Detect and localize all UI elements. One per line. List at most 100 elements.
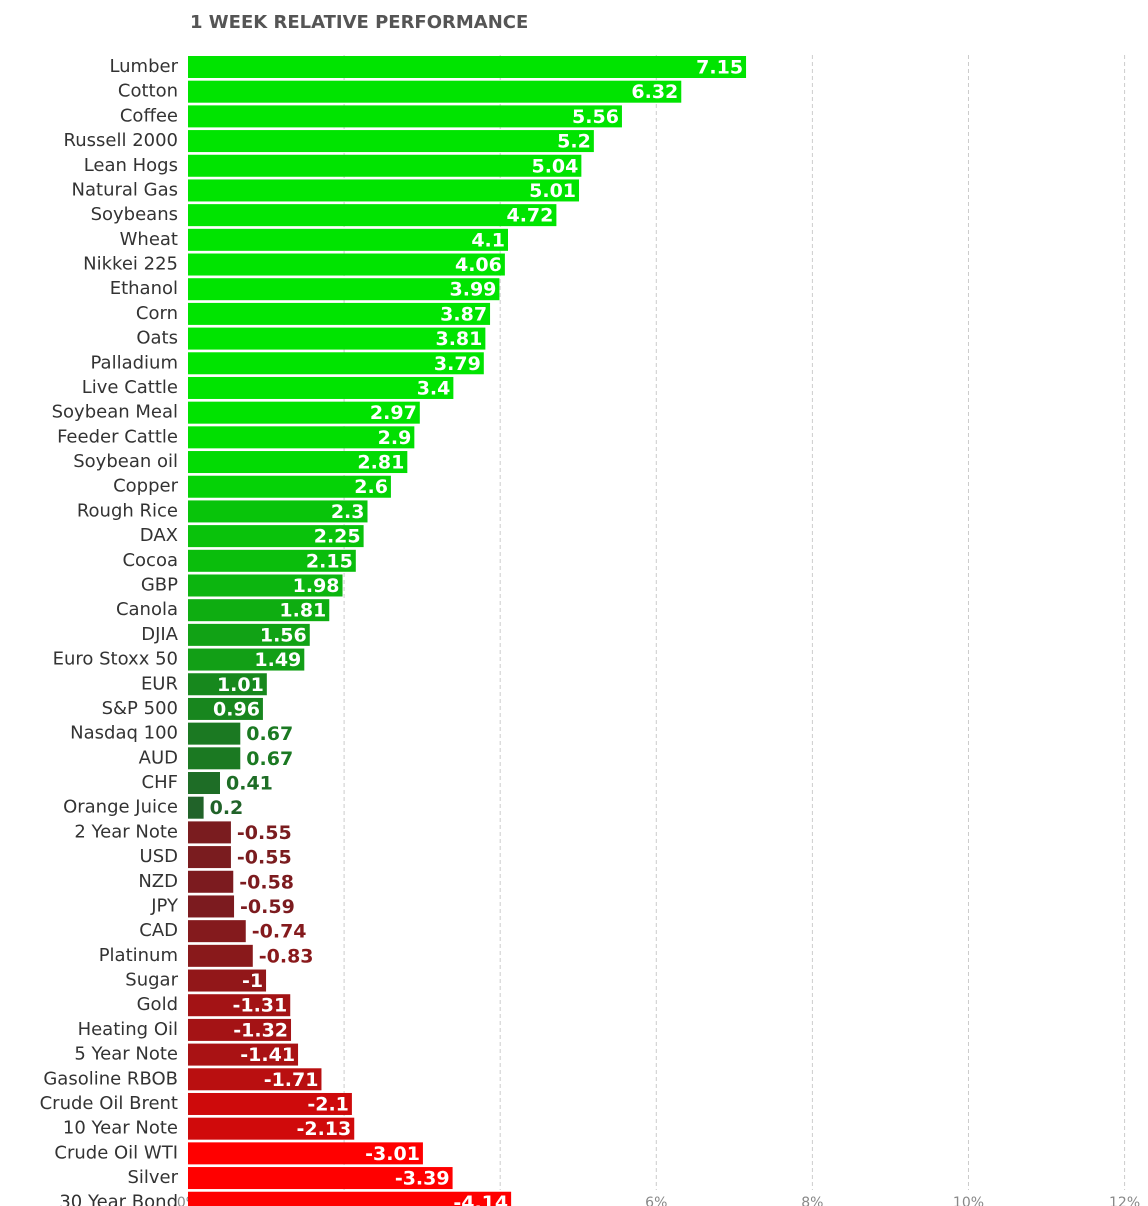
y-tick-label: Soybean oil — [73, 451, 178, 472]
y-tick-label: GBP — [141, 574, 178, 595]
value-label: -1 — [242, 970, 263, 992]
bar — [188, 426, 415, 449]
value-label: 1.49 — [254, 649, 301, 671]
value-label: 1.98 — [293, 575, 340, 597]
x-tick-label: 12% — [1109, 1195, 1140, 1206]
value-label: 0.67 — [246, 748, 293, 770]
bar — [188, 1092, 352, 1115]
value-label: -2.1 — [307, 1093, 349, 1115]
value-label: 5.56 — [572, 106, 619, 128]
bar — [188, 475, 391, 498]
chart-title: 1 WEEK RELATIVE PERFORMANCE — [190, 12, 528, 33]
bar — [188, 920, 246, 943]
value-label: 0.96 — [213, 698, 260, 720]
value-label: 1.01 — [217, 674, 264, 696]
y-tick-label: Palladium — [91, 352, 178, 373]
y-tick-label: Orange Juice — [63, 797, 178, 818]
bar — [188, 1043, 299, 1066]
y-tick-label: Crude Oil WTI — [54, 1142, 178, 1163]
value-label: 5.01 — [529, 180, 576, 202]
bar — [188, 648, 305, 671]
y-tick-label: CHF — [142, 772, 178, 793]
y-tick-label: Live Cattle — [82, 377, 178, 398]
y-tick-label: Rough Rice — [77, 500, 178, 521]
bar — [188, 1117, 355, 1140]
bar — [188, 969, 267, 992]
bar — [188, 722, 241, 745]
y-tick-label: 30 Year Bond — [59, 1192, 178, 1206]
bar — [188, 944, 253, 967]
bar — [188, 1142, 423, 1165]
y-tick-label: S&P 500 — [102, 698, 178, 719]
value-label: 1.81 — [279, 600, 326, 622]
y-tick-label: Cotton — [118, 81, 178, 102]
y-tick-label: Nasdaq 100 — [70, 723, 178, 744]
y-tick-label: JPY — [150, 895, 179, 916]
bar — [188, 376, 454, 399]
bar — [188, 327, 486, 350]
value-label: 2.25 — [314, 526, 361, 548]
value-label: -3.39 — [395, 1168, 450, 1190]
bar — [188, 1191, 512, 1206]
bar — [188, 821, 231, 844]
x-tick-label: 8% — [801, 1195, 823, 1206]
bar — [188, 870, 234, 893]
y-tick-label: Sugar — [125, 970, 178, 991]
y-tick-label: Wheat — [120, 229, 178, 250]
y-tick-label: AUD — [139, 747, 178, 768]
value-label: -0.58 — [239, 871, 294, 893]
y-tick-label: Gasoline RBOB — [43, 1068, 178, 1089]
value-label: 4.1 — [471, 229, 505, 251]
bar — [188, 994, 291, 1017]
bar — [188, 599, 330, 622]
value-label: 4.06 — [455, 254, 502, 276]
bar — [188, 623, 310, 646]
value-label: 1.56 — [260, 624, 307, 646]
bar — [188, 846, 231, 869]
bar — [188, 574, 343, 597]
bar — [188, 56, 747, 78]
y-tick-label: EUR — [141, 673, 178, 694]
bar — [188, 796, 204, 819]
bar — [188, 352, 484, 375]
value-label: -1.31 — [232, 995, 287, 1017]
y-tick-label: Russell 2000 — [64, 130, 178, 151]
value-label: 3.4 — [417, 377, 451, 399]
value-label: -0.55 — [237, 847, 292, 869]
value-label: -0.59 — [240, 896, 295, 918]
bar — [188, 772, 220, 795]
y-tick-label: 5 Year Note — [74, 1044, 178, 1065]
y-tick-label: Natural Gas — [72, 179, 178, 200]
y-tick-label: Lumber — [109, 56, 178, 77]
y-tick-label: Copper — [113, 476, 179, 497]
value-label: 0.67 — [246, 723, 293, 745]
y-tick-label: Oats — [136, 328, 178, 349]
value-label: -0.83 — [259, 945, 314, 967]
bar — [188, 525, 364, 548]
y-tick-label: USD — [140, 846, 178, 867]
y-tick-label: Heating Oil — [78, 1019, 178, 1040]
y-tick-label: NZD — [138, 871, 178, 892]
value-label: 0.2 — [210, 797, 244, 819]
value-label: -2.13 — [296, 1118, 351, 1140]
bar — [188, 154, 582, 177]
value-label: -0.74 — [252, 921, 307, 943]
bar — [188, 179, 580, 202]
y-tick-label: CAD — [139, 920, 178, 941]
y-tick-label: Lean Hogs — [84, 155, 178, 176]
value-label: 2.6 — [354, 476, 388, 498]
y-tick-label: DJIA — [141, 624, 178, 645]
value-label: 7.15 — [696, 57, 743, 79]
value-label: 2.97 — [370, 402, 417, 424]
bar — [188, 278, 500, 301]
value-label: 5.2 — [557, 131, 591, 153]
bar — [188, 80, 682, 103]
bar — [188, 895, 235, 918]
value-label: 2.81 — [357, 452, 404, 474]
value-label: -4.14 — [453, 1192, 508, 1206]
bar — [188, 549, 356, 572]
y-tick-label: Silver — [127, 1167, 178, 1188]
y-tick-label: Platinum — [99, 945, 178, 966]
y-tick-label: Gold — [137, 994, 178, 1015]
